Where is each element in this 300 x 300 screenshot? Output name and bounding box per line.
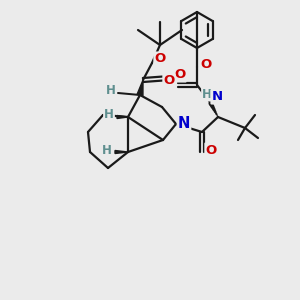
Text: H: H	[106, 83, 116, 97]
Text: O: O	[164, 74, 175, 88]
Polygon shape	[115, 151, 128, 154]
Polygon shape	[137, 80, 143, 96]
Text: H: H	[104, 109, 114, 122]
Text: O: O	[154, 52, 166, 65]
Text: O: O	[200, 58, 211, 70]
Text: O: O	[174, 68, 186, 82]
Text: O: O	[206, 143, 217, 157]
Text: N: N	[178, 116, 190, 131]
Text: H: H	[202, 88, 212, 100]
Polygon shape	[117, 116, 128, 118]
Text: N: N	[212, 91, 223, 103]
Text: H: H	[102, 143, 112, 157]
